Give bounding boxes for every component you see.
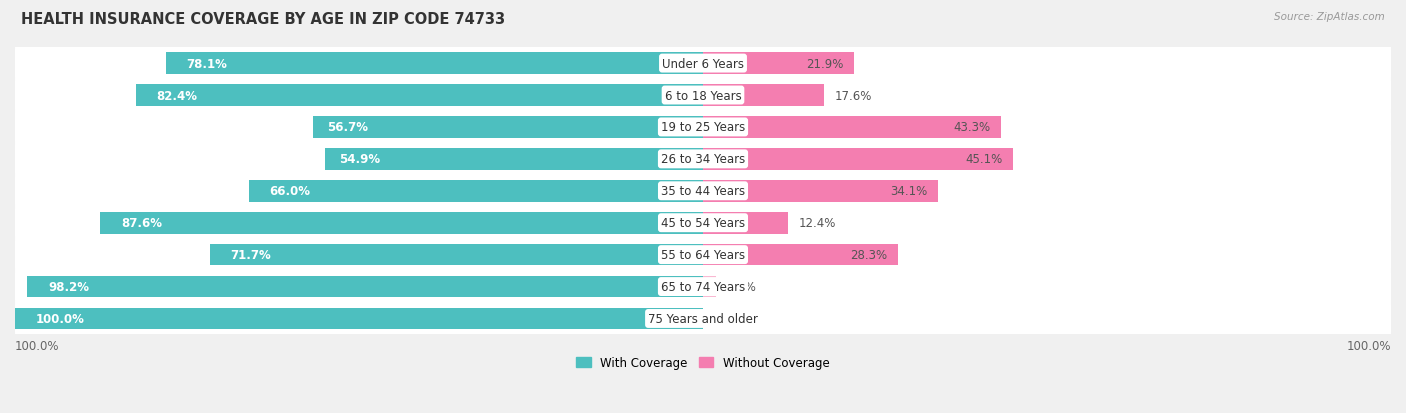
Text: 12.4%: 12.4% — [799, 217, 837, 230]
Bar — [136, 85, 703, 107]
Bar — [703, 212, 789, 234]
Text: 1.9%: 1.9% — [727, 280, 756, 293]
Text: 55 to 64 Years: 55 to 64 Years — [661, 249, 745, 261]
FancyBboxPatch shape — [15, 290, 1391, 348]
Text: 75 Years and older: 75 Years and older — [648, 312, 758, 325]
Text: HEALTH INSURANCE COVERAGE BY AGE IN ZIP CODE 74733: HEALTH INSURANCE COVERAGE BY AGE IN ZIP … — [21, 12, 505, 27]
Bar — [166, 53, 703, 75]
Text: 0.0%: 0.0% — [713, 312, 742, 325]
Bar — [703, 85, 824, 107]
FancyBboxPatch shape — [15, 66, 1391, 125]
Bar — [314, 117, 703, 138]
FancyBboxPatch shape — [15, 162, 1391, 221]
Text: 34.1%: 34.1% — [890, 185, 928, 198]
FancyBboxPatch shape — [15, 258, 1391, 316]
Text: 56.7%: 56.7% — [326, 121, 367, 134]
Bar — [15, 308, 703, 330]
Text: 98.2%: 98.2% — [48, 280, 89, 293]
Bar — [703, 149, 1014, 170]
Text: 28.3%: 28.3% — [851, 249, 887, 261]
FancyBboxPatch shape — [15, 226, 1391, 284]
Bar — [703, 53, 853, 75]
Text: 71.7%: 71.7% — [231, 249, 271, 261]
Text: Source: ZipAtlas.com: Source: ZipAtlas.com — [1274, 12, 1385, 22]
Text: 26 to 34 Years: 26 to 34 Years — [661, 153, 745, 166]
Text: 21.9%: 21.9% — [806, 57, 844, 70]
Text: 43.3%: 43.3% — [953, 121, 991, 134]
Text: 6 to 18 Years: 6 to 18 Years — [665, 89, 741, 102]
Text: 78.1%: 78.1% — [187, 57, 228, 70]
FancyBboxPatch shape — [15, 194, 1391, 252]
FancyBboxPatch shape — [15, 98, 1391, 157]
Bar — [703, 180, 938, 202]
Text: 87.6%: 87.6% — [121, 217, 162, 230]
Text: 100.0%: 100.0% — [15, 339, 59, 352]
Bar — [100, 212, 703, 234]
FancyBboxPatch shape — [15, 35, 1391, 93]
Text: 45.1%: 45.1% — [966, 153, 1002, 166]
Text: 65 to 74 Years: 65 to 74 Years — [661, 280, 745, 293]
FancyBboxPatch shape — [15, 130, 1391, 189]
Text: 54.9%: 54.9% — [339, 153, 380, 166]
Bar — [703, 117, 1001, 138]
Text: 66.0%: 66.0% — [270, 185, 311, 198]
Text: Under 6 Years: Under 6 Years — [662, 57, 744, 70]
Legend: With Coverage, Without Coverage: With Coverage, Without Coverage — [576, 356, 830, 369]
Bar — [249, 180, 703, 202]
Text: 82.4%: 82.4% — [156, 89, 198, 102]
Bar — [209, 244, 703, 266]
Bar — [27, 276, 703, 298]
Text: 100.0%: 100.0% — [35, 312, 84, 325]
Text: 19 to 25 Years: 19 to 25 Years — [661, 121, 745, 134]
Bar — [703, 244, 897, 266]
Bar — [325, 149, 703, 170]
Text: 45 to 54 Years: 45 to 54 Years — [661, 217, 745, 230]
Text: 17.6%: 17.6% — [834, 89, 872, 102]
Text: 100.0%: 100.0% — [1347, 339, 1391, 352]
Bar — [703, 276, 716, 298]
Text: 35 to 44 Years: 35 to 44 Years — [661, 185, 745, 198]
